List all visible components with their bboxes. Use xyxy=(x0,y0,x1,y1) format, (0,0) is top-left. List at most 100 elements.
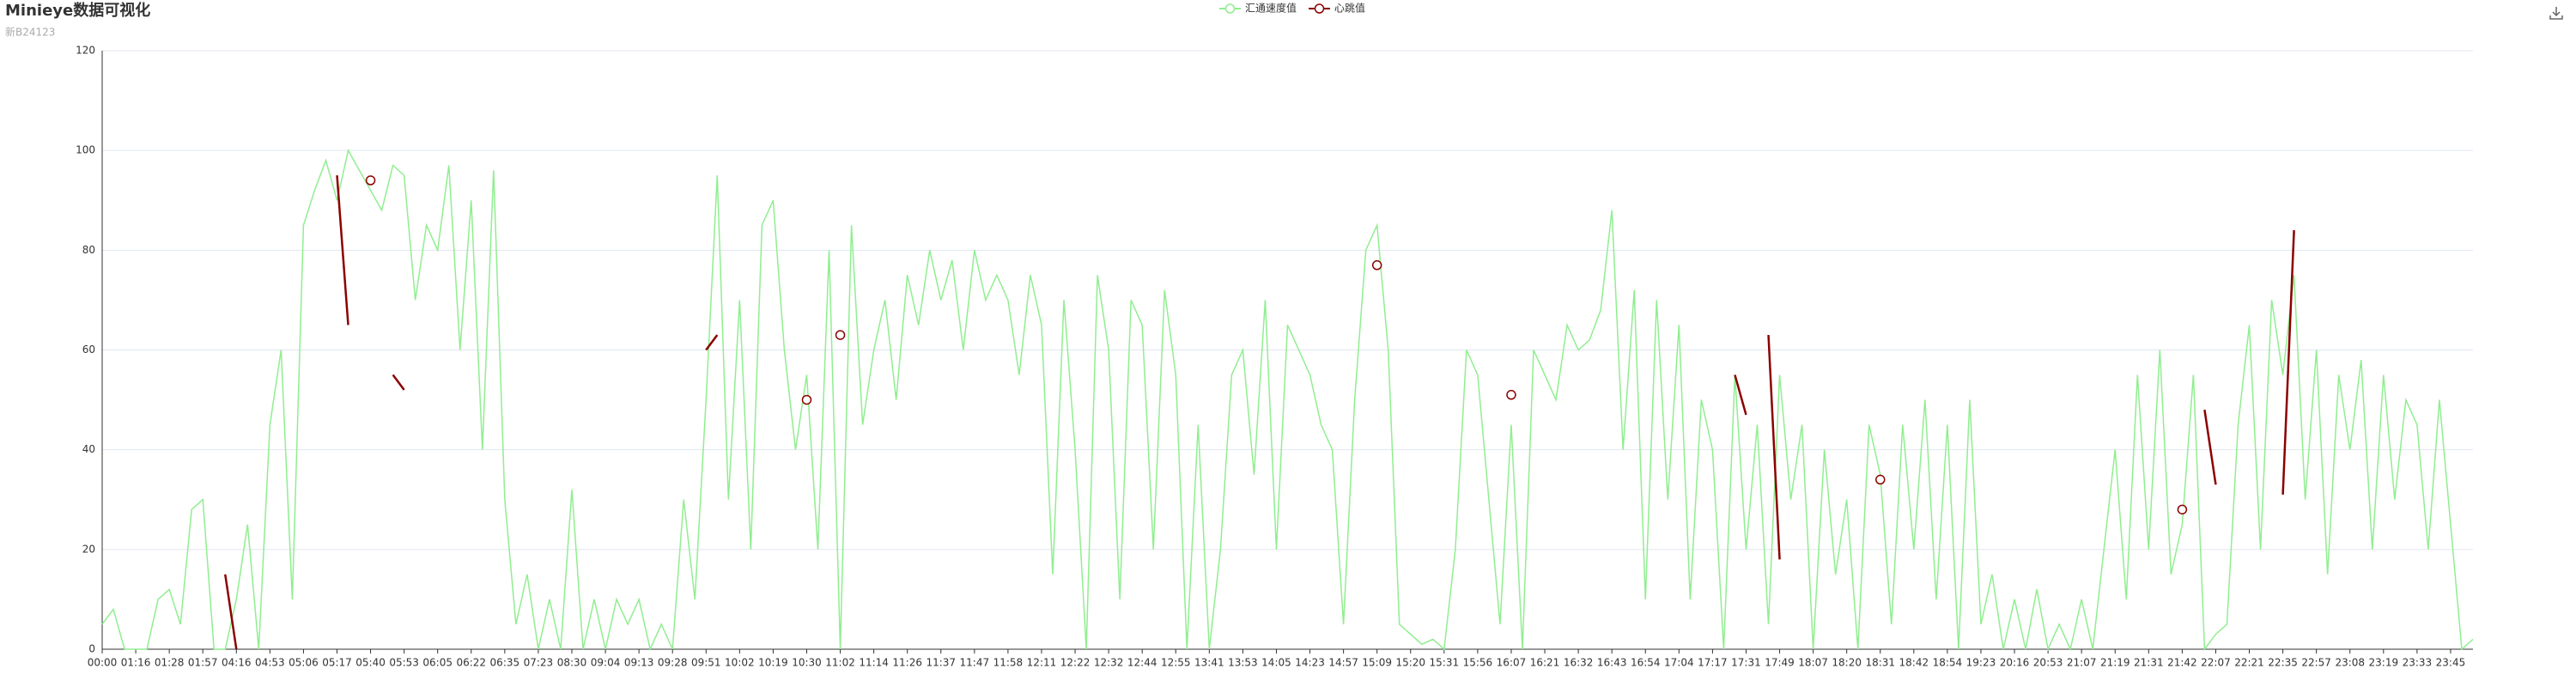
x-tick-label: 11:14 xyxy=(859,657,889,669)
point xyxy=(835,330,846,340)
x-tick-label: 09:28 xyxy=(658,657,688,669)
x-tick-label: 18:07 xyxy=(1798,657,1828,669)
x-tick-label: 14:57 xyxy=(1328,657,1358,669)
x-tick-label: 13:41 xyxy=(1194,657,1224,669)
x-tick-label: 14:05 xyxy=(1261,657,1291,669)
x-tick-label: 23:19 xyxy=(2369,657,2399,669)
x-tick-label: 18:20 xyxy=(1832,657,1862,669)
line xyxy=(224,574,238,650)
legend-label: 汇通速度值 xyxy=(1245,2,1297,15)
x-tick-label: 18:54 xyxy=(1933,657,1963,669)
download-icon[interactable] xyxy=(2549,7,2563,20)
x-tick-label: 12:55 xyxy=(1161,657,1191,669)
x-tick-label: 11:58 xyxy=(993,657,1024,669)
x-tick-label: 10:30 xyxy=(792,657,822,669)
point xyxy=(1875,474,1886,485)
chart-title: Minieye数据可视化 xyxy=(5,1,150,20)
series xyxy=(224,175,2295,650)
line xyxy=(705,334,719,351)
x-tick-label: 01:28 xyxy=(155,657,185,669)
series xyxy=(101,149,2474,652)
line xyxy=(2203,410,2217,485)
line xyxy=(1734,374,1747,416)
y-tick-label: 60 xyxy=(82,344,95,356)
line xyxy=(336,175,349,325)
x-tick-label: 17:17 xyxy=(1698,657,1728,669)
x-tick-label: 06:35 xyxy=(490,657,520,669)
x-tick-label: 21:19 xyxy=(2100,657,2130,669)
x-tick-label: 12:11 xyxy=(1027,657,1057,669)
x-tick-label: 09:13 xyxy=(624,657,654,669)
point xyxy=(1506,390,1516,400)
x-tick-label: 05:40 xyxy=(355,657,386,669)
point xyxy=(365,175,376,185)
chart-subtitle: 新B24123 xyxy=(5,26,55,39)
line xyxy=(101,149,2474,652)
x-tick-label: 15:31 xyxy=(1430,657,1460,669)
x-tick-label: 23:08 xyxy=(2335,657,2365,669)
x-tick-label: 14:23 xyxy=(1295,657,1325,669)
x-tick-label: 23:45 xyxy=(2436,657,2466,669)
point xyxy=(1371,260,1382,271)
x-tick-label: 12:44 xyxy=(1127,657,1157,669)
x-tick-label: 16:54 xyxy=(1631,657,1661,669)
x-tick-label: 21:42 xyxy=(2167,657,2197,669)
x-tick-label: 11:47 xyxy=(960,657,990,669)
x-tick-label: 20:16 xyxy=(2000,657,2030,669)
x-tick-label: 19:23 xyxy=(1966,657,1996,669)
x-tick-label: 15:56 xyxy=(1463,657,1493,669)
legend-symbol xyxy=(1314,3,1325,14)
x-tick-label: 09:04 xyxy=(591,657,621,669)
x-tick-label: 23:33 xyxy=(2403,657,2433,669)
x-tick-label: 11:02 xyxy=(825,657,855,669)
x-tick-label: 01:16 xyxy=(121,657,151,669)
x-tick-label: 16:32 xyxy=(1564,657,1594,669)
x-tick-label: 21:07 xyxy=(2067,657,2097,669)
x-tick-label: 06:05 xyxy=(422,657,453,669)
y-tick-label: 100 xyxy=(76,144,95,156)
x-tick-label: 04:16 xyxy=(222,657,252,669)
download-glyph[interactable] xyxy=(2549,7,2563,20)
x-tick-label: 10:02 xyxy=(725,657,755,669)
x-tick-label: 22:21 xyxy=(2234,657,2264,669)
y-tick-label: 80 xyxy=(82,244,95,256)
line xyxy=(392,374,405,391)
line xyxy=(2281,230,2295,495)
y-tick-label: 20 xyxy=(82,543,95,555)
x-tick-label: 17:49 xyxy=(1765,657,1795,669)
x-tick-label: 04:53 xyxy=(255,657,285,669)
x-tick-label: 16:43 xyxy=(1597,657,1627,669)
x-tick-label: 22:07 xyxy=(2201,657,2231,669)
y-tick-label: 0 xyxy=(88,643,95,655)
x-tick-label: 06:22 xyxy=(456,657,486,669)
legend-symbol xyxy=(1224,3,1236,14)
x-tick-label: 13:53 xyxy=(1228,657,1258,669)
x-tick-label: 11:26 xyxy=(892,657,922,669)
legend-label: 心跳值 xyxy=(1334,2,1365,15)
x-tick-label: 16:07 xyxy=(1497,657,1527,669)
x-tick-label: 15:20 xyxy=(1395,657,1425,669)
x-tick-label: 00:00 xyxy=(88,657,118,669)
x-tick-label: 18:31 xyxy=(1865,657,1895,669)
x-tick-label: 17:04 xyxy=(1664,657,1694,669)
x-tick-label: 20:53 xyxy=(2033,657,2063,669)
x-tick-label: 16:21 xyxy=(1530,657,1560,669)
x-tick-label: 22:57 xyxy=(2301,657,2331,669)
x-tick-label: 05:17 xyxy=(322,657,352,669)
x-tick-label: 08:30 xyxy=(557,657,587,669)
x-tick-label: 01:57 xyxy=(188,657,218,669)
x-tick-label: 09:51 xyxy=(691,657,721,669)
x-tick-label: 21:31 xyxy=(2134,657,2164,669)
x-tick-label: 18:42 xyxy=(1899,657,1929,669)
x-tick-label: 07:23 xyxy=(524,657,554,669)
point xyxy=(2177,504,2188,515)
x-tick-label: 12:32 xyxy=(1094,657,1124,669)
point xyxy=(801,394,812,405)
x-tick-label: 05:06 xyxy=(289,657,319,669)
x-tick-label: 11:37 xyxy=(926,657,956,669)
x-tick-label: 17:31 xyxy=(1731,657,1761,669)
x-tick-label: 10:19 xyxy=(758,657,788,669)
x-tick-label: 12:22 xyxy=(1060,657,1091,669)
x-tick-label: 05:53 xyxy=(389,657,419,669)
